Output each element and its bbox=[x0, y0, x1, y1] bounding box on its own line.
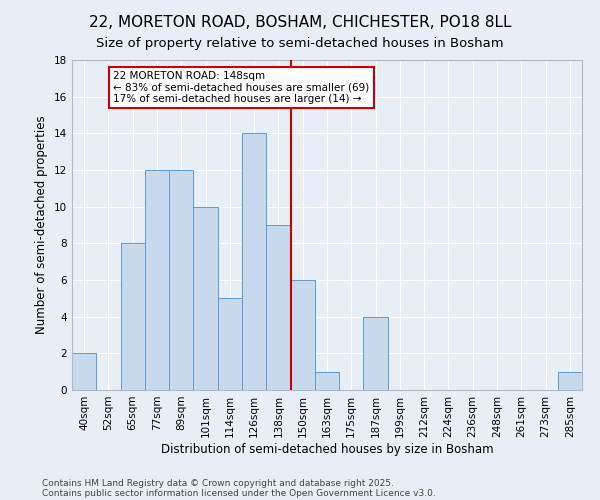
Y-axis label: Number of semi-detached properties: Number of semi-detached properties bbox=[35, 116, 49, 334]
Bar bbox=[290, 280, 315, 390]
Bar bbox=[364, 316, 388, 390]
Bar bbox=[72, 354, 96, 390]
X-axis label: Distribution of semi-detached houses by size in Bosham: Distribution of semi-detached houses by … bbox=[161, 442, 493, 456]
Bar bbox=[242, 134, 266, 390]
Text: Contains public sector information licensed under the Open Government Licence v3: Contains public sector information licen… bbox=[42, 488, 436, 498]
Bar bbox=[266, 225, 290, 390]
Text: Size of property relative to semi-detached houses in Bosham: Size of property relative to semi-detach… bbox=[96, 38, 504, 51]
Text: 22, MORETON ROAD, BOSHAM, CHICHESTER, PO18 8LL: 22, MORETON ROAD, BOSHAM, CHICHESTER, PO… bbox=[89, 15, 511, 30]
Bar bbox=[558, 372, 582, 390]
Bar bbox=[169, 170, 193, 390]
Bar bbox=[121, 244, 145, 390]
Bar bbox=[218, 298, 242, 390]
Text: 22 MORETON ROAD: 148sqm
← 83% of semi-detached houses are smaller (69)
17% of se: 22 MORETON ROAD: 148sqm ← 83% of semi-de… bbox=[113, 71, 370, 104]
Bar bbox=[193, 206, 218, 390]
Bar bbox=[315, 372, 339, 390]
Bar bbox=[145, 170, 169, 390]
Text: Contains HM Land Registry data © Crown copyright and database right 2025.: Contains HM Land Registry data © Crown c… bbox=[42, 478, 394, 488]
